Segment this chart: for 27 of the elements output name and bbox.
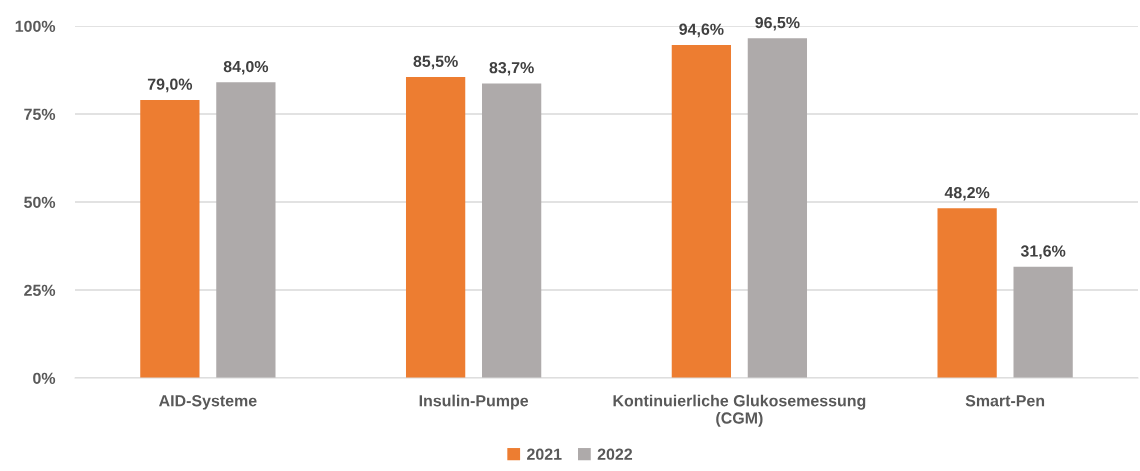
legend-label: 2022 [597,448,633,460]
data-label: 94,6% [679,23,724,38]
data-label: 31,6% [1020,245,1066,259]
data-label: 48,2% [944,186,990,201]
bar [937,208,997,378]
data-label: 96,5% [755,16,800,31]
y-tick-label: 100% [15,20,56,32]
bar [1013,266,1073,378]
y-tick-label: 25% [24,284,56,296]
data-label: 83,7% [489,61,534,76]
legend-label: 2021 [527,448,562,460]
y-tick-label: 75% [24,108,56,120]
bar [405,77,466,378]
data-label: 85,5% [413,55,458,70]
bar [671,45,731,378]
x-tick-label: AID-Systeme [159,395,257,410]
data-label: 79,0% [147,78,193,93]
x-tick-label: Kontinuierliche Glukosemessung (CGM) [613,394,866,427]
bar [747,38,808,378]
bar [482,83,542,378]
data-label: 84,0% [223,60,269,75]
y-tick-label: 0% [33,372,56,384]
x-tick-label: Smart-Pen [965,395,1045,407]
x-tick-label: Insulin-Pumpe [419,394,529,410]
y-tick-label: 50% [24,196,56,208]
bar [216,82,276,378]
bar [140,99,200,378]
